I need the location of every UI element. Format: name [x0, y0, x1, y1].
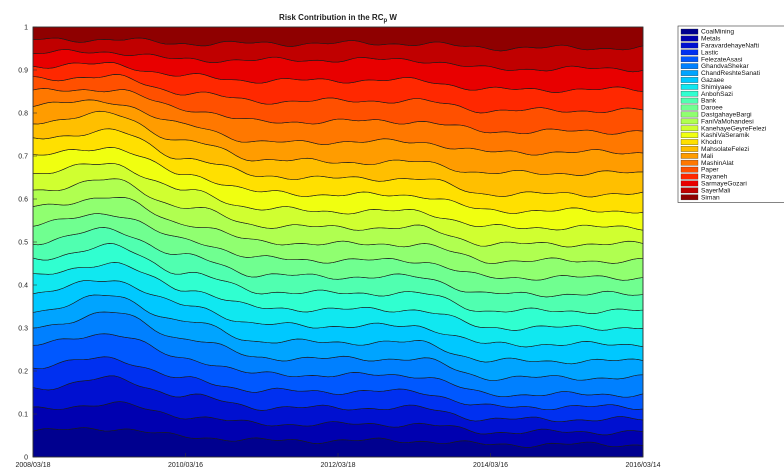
- legend-label: ChandReshteSanati: [701, 70, 761, 77]
- legend-label: Paper: [701, 167, 719, 174]
- y-tick-label: 0.6: [18, 197, 28, 204]
- legend-label: Mali: [701, 153, 714, 160]
- legend-swatch: [680, 180, 699, 187]
- legend-label: Daroee: [701, 105, 723, 112]
- legend-label: FaniVaMohandesi: [701, 118, 754, 125]
- legend-label: FaravardehayeNafti: [701, 43, 759, 50]
- legend-label: KashiVaSeramik: [701, 132, 750, 139]
- chart-title: Risk Contribution in the RCp W: [279, 13, 397, 24]
- legend-label: MahsolateFelezi: [701, 146, 750, 153]
- chart-axes: 0 0.1 0.2 0.3 0.4 0.5 0.6 0.7 0.8 0.9 1 2008/03/18 2…: [15, 25, 660, 470]
- legend-swatch: [680, 42, 699, 49]
- legend-swatch: [680, 173, 699, 180]
- legend-label: Bank: [701, 98, 717, 105]
- legend-swatch: [680, 77, 699, 83]
- y-tick-label: 0.2: [18, 369, 28, 376]
- y-tick-label: 0.8: [18, 111, 28, 118]
- legend-label: Shimiyaee: [701, 84, 732, 91]
- legend-swatch: [680, 146, 699, 152]
- legend-label: SarmayeGozari: [701, 181, 747, 188]
- legend-swatch: [680, 194, 699, 201]
- legend-swatch: [680, 111, 699, 118]
- legend-swatch: [680, 84, 699, 90]
- legend-swatch: [680, 49, 699, 56]
- legend-swatch: [680, 125, 699, 132]
- legend-label: Gazaee: [701, 77, 724, 84]
- legend-label: GhandvaShekar: [701, 63, 749, 70]
- legend-swatch: [680, 153, 699, 159]
- legend-label: Khodro: [701, 139, 723, 146]
- chart-legend: CoalMiningMetalsFaravardehayeNaftiLastic…: [677, 25, 784, 203]
- x-tick-label: 2008/03/18: [15, 462, 50, 469]
- legend-swatch: [680, 139, 699, 145]
- x-tick-label: 2012/03/18: [320, 462, 355, 469]
- y-tick-label: 0.3: [18, 326, 28, 333]
- legend-swatch: [680, 56, 699, 63]
- legend-label: Metals: [701, 36, 721, 43]
- y-tick-label: 0.7: [18, 154, 28, 161]
- plot-area: [32, 26, 644, 458]
- legend-swatch: [680, 104, 699, 111]
- legend-swatch: [680, 132, 699, 138]
- legend-swatch: [680, 166, 699, 173]
- y-tick-label: 0.5: [18, 240, 28, 247]
- legend-label: KanehayeGeyreFelezi: [701, 125, 767, 132]
- legend-swatch: [680, 28, 699, 35]
- y-tick-label: 0.1: [18, 412, 28, 419]
- x-tick-label: 2014/03/16: [473, 462, 508, 469]
- legend-swatch: [680, 97, 699, 104]
- legend-label: DastgahayeBargi: [701, 112, 752, 119]
- legend-label: AnbohSazi: [701, 91, 733, 98]
- legend-label: FelezateAsasi: [701, 56, 743, 63]
- legend-label: Rayaneh: [701, 174, 728, 181]
- legend-swatch: [680, 63, 699, 69]
- x-tick-label: 2016/03/14: [625, 462, 660, 469]
- legend-swatch: [680, 90, 699, 97]
- y-tick-label: 0: [24, 455, 28, 462]
- legend-swatch: [680, 159, 699, 166]
- legend-label: CoalMining: [701, 29, 734, 36]
- legend-label: MashinAlat: [701, 160, 734, 167]
- legend-swatch: [680, 70, 699, 76]
- legend-label: Siman: [701, 194, 720, 201]
- y-tick-label: 1: [24, 25, 28, 32]
- x-tick-label: 2010/03/16: [168, 462, 203, 469]
- legend-label: Lastic: [701, 49, 719, 56]
- y-tick-label: 0.9: [18, 68, 28, 75]
- legend-label: SayerMali: [701, 187, 731, 194]
- legend-swatch: [680, 118, 699, 125]
- legend-swatch: [680, 187, 699, 194]
- legend-swatch: [680, 35, 699, 42]
- y-tick-label: 0.4: [18, 283, 28, 290]
